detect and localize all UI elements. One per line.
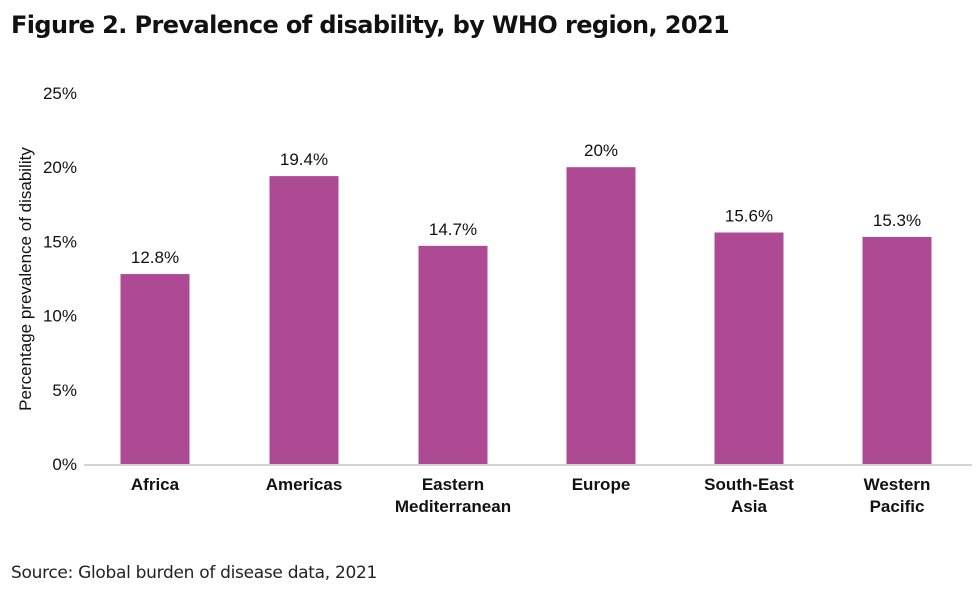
x-category-line: South-East	[704, 475, 794, 494]
bar	[120, 274, 190, 464]
data-label: 14.7%	[429, 220, 477, 239]
data-label: 20%	[584, 141, 618, 160]
y-tick-label: 5%	[52, 381, 77, 400]
y-tick-label: 0%	[52, 455, 77, 474]
x-category-line: Pacific	[870, 497, 925, 516]
bar	[269, 176, 339, 464]
x-category-label: Eastern Mediterranean	[395, 475, 511, 516]
y-tick-label: 10%	[43, 307, 77, 326]
x-category-line: Western	[864, 475, 931, 494]
data-label: 15.3%	[873, 211, 921, 230]
x-category-label: South-East Asia	[704, 475, 794, 516]
x-category-line: Americas	[266, 475, 343, 494]
bars	[120, 167, 932, 464]
y-tick-label: 20%	[43, 158, 77, 177]
data-label: 12.8%	[131, 248, 179, 267]
x-category-line: Mediterranean	[395, 497, 511, 516]
bar	[418, 245, 488, 464]
x-category-line: Europe	[572, 475, 631, 494]
x-axis: Africa Americas Eastern Mediterranean Europe…	[84, 464, 972, 516]
data-labels: 12.8% 19.4% 14.7% 20% 15.6% 15.3%	[131, 141, 921, 267]
x-category-label: Americas	[266, 475, 343, 494]
x-category-line: Eastern	[422, 475, 484, 494]
data-label: 19.4%	[280, 150, 328, 169]
y-axis: 0% 5% 10% 15% 20% 25% Percentage prevalence of…	[16, 84, 77, 474]
bar	[566, 167, 636, 464]
x-category-line: Africa	[131, 475, 180, 494]
x-category-line: Asia	[731, 497, 767, 516]
y-tick-label: 15%	[43, 232, 77, 251]
x-category-label: Africa	[131, 475, 180, 494]
x-category-label: Western Pacific	[864, 475, 931, 516]
x-category-label: Europe	[572, 475, 631, 494]
chart-title: Figure 2. Prevalence of disability, by W…	[11, 11, 730, 39]
y-axis-title: Percentage prevalence of disability	[16, 147, 35, 411]
bar	[862, 236, 932, 464]
bar	[714, 232, 784, 464]
data-label: 15.6%	[725, 206, 773, 225]
source-note: Source: Global burden of disease data, 2…	[11, 563, 378, 583]
y-tick-label: 25%	[43, 84, 77, 103]
